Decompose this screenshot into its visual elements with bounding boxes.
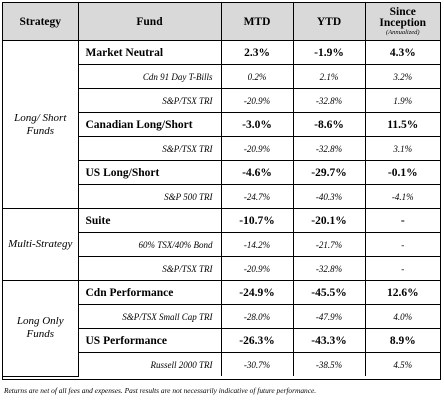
benchmark-row: S&P/TSX TRI -20.9% -32.8% 1.9% xyxy=(3,88,440,113)
ytd-value-cell: -32.8% xyxy=(292,88,366,113)
benchmark-name-cell: S&P/TSX TRI xyxy=(78,136,222,161)
since-value-cell: - xyxy=(364,256,440,281)
ytd-value-cell: -32.8% xyxy=(292,256,366,281)
mtd-value-cell: -24.9% xyxy=(220,280,294,305)
ytd-value-cell: -45.5% xyxy=(292,280,366,305)
ytd-value-cell: -43.3% xyxy=(292,328,366,353)
benchmark-row: Russell 2000 TRI -30.7% -38.5% 4.5% xyxy=(3,352,440,376)
fund-name-cell: Market Neutral xyxy=(77,40,222,65)
ytd-value-cell: -1.9% xyxy=(292,40,366,65)
table-body: Long/ Short Funds Market Neutral 2.3% -1.9%… xyxy=(3,40,440,377)
header-strategy: Strategy xyxy=(3,3,79,41)
benchmark-name-cell: Russell 2000 TRI xyxy=(78,352,222,376)
benchmark-name-cell: S&P/TSX TRI xyxy=(78,88,222,113)
ytd-value-cell: 2.1% xyxy=(292,64,366,89)
since-value-cell: - xyxy=(364,208,440,233)
mtd-value-cell: -3.0% xyxy=(220,112,294,137)
since-value-cell: - xyxy=(364,232,440,257)
fund-performance-table: Strategy Fund MTD YTD Since Inception (A… xyxy=(3,3,440,377)
mtd-value-cell: -20.9% xyxy=(220,256,294,281)
benchmark-row: Cdn 91 Day T-Bills 0.2% 2.1% 3.2% xyxy=(3,64,440,89)
since-value-cell: -4.1% xyxy=(364,184,440,209)
header-mtd: MTD xyxy=(220,3,294,41)
mtd-value-cell: -20.9% xyxy=(220,136,294,161)
ytd-value-cell: -21.7% xyxy=(292,232,366,257)
since-value-cell: 4.0% xyxy=(364,304,440,329)
since-value-cell: 8.9% xyxy=(364,328,440,353)
ytd-value-cell: -29.7% xyxy=(292,160,366,185)
mtd-value-cell: -28.0% xyxy=(220,304,294,329)
ytd-value-cell: -20.1% xyxy=(292,208,366,233)
header-since-line2: Inception xyxy=(379,16,427,29)
header-ytd: YTD xyxy=(292,3,366,41)
mtd-value-cell: -24.7% xyxy=(220,184,294,209)
strategy-cell: Long/ Short Funds xyxy=(3,40,79,209)
fund-name-cell: Canadian Long/Short xyxy=(78,112,222,137)
footnote: Returns are net of all fees and expenses… xyxy=(4,386,317,395)
fund-row: Multi-Strategy Suite -10.7% -20.1% - xyxy=(3,208,440,281)
benchmark-name-cell: Cdn 91 Day T-Bills xyxy=(78,64,222,89)
since-value-cell: 11.5% xyxy=(364,112,440,137)
mtd-value-cell: -10.7% xyxy=(220,208,294,233)
performance-table-frame: Strategy Fund MTD YTD Since Inception (A… xyxy=(2,2,441,380)
fund-name-cell: Cdn Performance xyxy=(77,280,222,305)
benchmark-name-cell: S&P/TSX Small Cap TRI xyxy=(78,304,222,329)
mtd-value-cell: 0.2% xyxy=(220,64,294,89)
mtd-value-cell: -20.9% xyxy=(220,88,294,113)
since-value-cell: 4.5% xyxy=(364,352,440,376)
since-value-cell: 3.1% xyxy=(364,136,440,161)
since-value-cell: 3.2% xyxy=(364,64,440,89)
fund-row: US Performance -26.3% -43.3% 8.9% xyxy=(3,328,440,353)
header-since-inception: Since Inception (Annualized) xyxy=(364,3,440,41)
fund-row: Long/ Short Funds Market Neutral 2.3% -1.9%… xyxy=(3,40,440,209)
ytd-value-cell: -47.9% xyxy=(292,304,366,329)
since-value-cell: -0.1% xyxy=(364,160,440,185)
strategy-cell: Long Only Funds xyxy=(3,280,79,377)
mtd-value-cell: -14.2% xyxy=(220,232,294,257)
ytd-value-cell: -40.3% xyxy=(292,184,366,209)
fund-row: Long Only Funds Cdn Performance -24.9% -45.… xyxy=(3,280,440,377)
benchmark-row: S&P/TSX TRI -20.9% -32.8% 3.1% xyxy=(3,136,440,161)
ytd-value-cell: -32.8% xyxy=(292,136,366,161)
benchmark-row: 60% TSX/40% Bond -14.2% -21.7% - xyxy=(3,232,440,257)
mtd-value-cell: -4.6% xyxy=(220,160,294,185)
header-row: Strategy Fund MTD YTD Since Inception (A… xyxy=(3,3,440,41)
header-fund: Fund xyxy=(77,3,222,41)
fund-row: Canadian Long/Short -3.0% -8.6% 11.5% xyxy=(3,112,440,137)
ytd-value-cell: -8.6% xyxy=(292,112,366,137)
fund-name-cell: Suite xyxy=(77,208,222,233)
mtd-value-cell: -30.7% xyxy=(220,352,294,376)
benchmark-name-cell: 60% TSX/40% Bond xyxy=(78,232,222,257)
since-value-cell: 1.9% xyxy=(364,88,440,113)
since-value-cell: 12.6% xyxy=(364,280,440,305)
fund-name-cell: US Long/Short xyxy=(78,160,222,185)
since-value-cell: 4.3% xyxy=(364,40,440,65)
strategy-cell: Multi-Strategy xyxy=(3,208,79,281)
mtd-value-cell: -26.3% xyxy=(220,328,294,353)
fund-name-cell: US Performance xyxy=(78,328,222,353)
header-since-annualized: (Annualized) xyxy=(385,28,420,36)
benchmark-name-cell: S&P 500 TRI xyxy=(78,184,222,209)
benchmark-name-cell: S&P/TSX TRI xyxy=(78,256,222,281)
mtd-value-cell: 2.3% xyxy=(220,40,294,65)
ytd-value-cell: -38.5% xyxy=(292,352,366,376)
benchmark-row: S&P 500 TRI -24.7% -40.3% -4.1% xyxy=(3,184,440,209)
header-since-line1: Since xyxy=(389,5,416,18)
